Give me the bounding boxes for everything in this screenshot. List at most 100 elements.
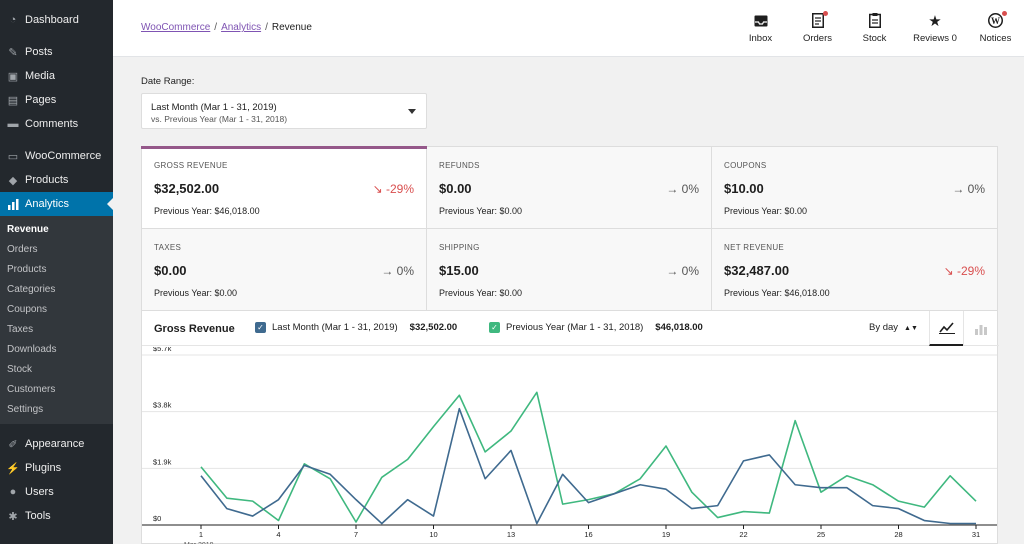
interval-select[interactable]: By day ▲▼	[869, 322, 918, 333]
summary-delta: → 0%	[666, 182, 699, 196]
submenu-coupons[interactable]: Coupons	[7, 304, 48, 315]
sidebar-item-plugins[interactable]: ⚡ Plugins	[0, 456, 113, 480]
summary-previous: Previous Year: $46,018.00	[154, 206, 260, 216]
breadcrumb-analytics-link[interactable]: Analytics	[221, 22, 262, 33]
summary-taxes[interactable]: TAXES $0.00 → 0% Previous Year: $0.00	[142, 229, 427, 311]
x-tick-label: 7	[354, 530, 358, 539]
legend-label: Previous Year (Mar 1 - 31, 2018)	[506, 322, 644, 333]
activity-orders-button[interactable]: Orders	[789, 0, 846, 56]
summary-refunds[interactable]: REFUNDS $0.00 → 0% Previous Year: $0.00	[427, 147, 712, 229]
summary-value: $10.00	[724, 181, 764, 196]
breadcrumb-current: Revenue	[271, 22, 312, 33]
summary-value: $0.00	[439, 181, 472, 196]
sidebar-item-label: Media	[25, 70, 55, 82]
sidebar-item-analytics[interactable]: Analytics	[0, 192, 113, 216]
legend-amount: $46,018.00	[655, 322, 703, 333]
submenu-revenue[interactable]: Revenue	[7, 224, 49, 235]
activity-label: Stock	[862, 32, 887, 44]
summary-gross-revenue[interactable]: GROSS REVENUE $32,502.00 ↘ -29% Previous…	[141, 146, 427, 229]
sidebar-item-pages[interactable]: ▤ Pages	[0, 88, 113, 112]
sidebar-item-appearance[interactable]: ✐ Appearance	[0, 432, 113, 456]
sidebar-item-users[interactable]: ● Users	[0, 480, 113, 504]
summary-previous: Previous Year: $0.00	[154, 288, 238, 298]
sort-arrows-icon: ▲▼	[904, 325, 918, 332]
sidebar-item-products[interactable]: ◆ Products	[0, 168, 113, 192]
submenu-stock[interactable]: Stock	[7, 364, 33, 375]
x-axis-sublabel: Mar 2019	[184, 542, 214, 544]
gross-revenue-chart: $0 $1.9k $3.8k $5.7k 1 4 7 10 13 16 19 22 25 28 31 Mar …	[142, 347, 997, 544]
line-chart-icon	[939, 321, 955, 334]
x-tick-label: 22	[739, 530, 747, 539]
sidebar-item-label: Posts	[25, 46, 53, 58]
breadcrumb: WooCommerce / Analytics / Revenue	[141, 22, 312, 33]
activity-label: Inbox	[748, 32, 773, 44]
breadcrumb-woocommerce-link[interactable]: WooCommerce	[141, 22, 211, 33]
date-range-compare: vs. Previous Year (Mar 1 - 31, 2018)	[151, 114, 288, 124]
series-line-last-month	[200, 407, 976, 525]
activity-notices-button[interactable]: W Notices	[967, 0, 1024, 56]
summary-net-revenue[interactable]: NET REVENUE $32,487.00 ↘ -29% Previous Y…	[712, 229, 997, 311]
checkbox-checked-icon: ✓	[489, 322, 500, 333]
sidebar-item-comments[interactable]: ▬ Comments	[0, 112, 113, 136]
date-range-picker[interactable]: Last Month (Mar 1 - 31, 2019) vs. Previo…	[141, 93, 427, 129]
line-chart-toggle[interactable]	[929, 311, 964, 346]
sidebar-item-dashboard[interactable]: ◔ Dashboard	[0, 8, 113, 32]
wrench-icon: ✱	[8, 510, 18, 523]
submenu-taxes[interactable]: Taxes	[7, 324, 34, 335]
x-tick-label: 4	[276, 530, 280, 539]
activity-label: Orders	[802, 32, 833, 44]
media-icon: ▣	[7, 70, 19, 83]
sidebar-item-label: Appearance	[25, 438, 85, 450]
star-icon: ★	[928, 12, 942, 30]
legend-item-previous[interactable]: ✓ Previous Year (Mar 1 - 31, 2018) $46,0…	[489, 322, 703, 333]
submenu-products[interactable]: Products	[7, 264, 47, 275]
sidebar-item-label: Tools	[25, 510, 51, 522]
submenu-downloads[interactable]: Downloads	[7, 344, 57, 355]
sidebar-item-woocommerce[interactable]: ▭ WooCommerce	[0, 144, 113, 168]
unread-dot	[1002, 10, 1007, 16]
summary-coupons[interactable]: COUPONS $10.00 → 0% Previous Year: $0.00	[712, 147, 997, 229]
bar-chart-toggle[interactable]	[963, 311, 998, 346]
pin-icon: ✎	[8, 46, 18, 59]
unread-dot	[822, 10, 828, 16]
sidebar-item-label: Dashboard	[25, 14, 79, 26]
comment-icon: ▬	[7, 118, 19, 130]
sidebar-item-label: Pages	[25, 94, 57, 106]
dashboard-icon: ◔	[9, 14, 17, 26]
sidebar-item-label: WooCommerce	[25, 150, 102, 162]
summary-value: $0.00	[154, 263, 187, 278]
summary-shipping[interactable]: SHIPPING $15.00 → 0% Previous Year: $0.0…	[427, 229, 712, 311]
legend-item-current[interactable]: ✓ Last Month (Mar 1 - 31, 2019) $32,502.…	[255, 322, 457, 333]
summary-label: NET REVENUE	[724, 243, 785, 252]
submenu-categories[interactable]: Categories	[7, 284, 56, 295]
activity-stock-button[interactable]: Stock	[846, 0, 903, 56]
summary-previous: Previous Year: $0.00	[724, 206, 808, 216]
sidebar-item-tools[interactable]: ✱ Tools	[0, 504, 113, 528]
brush-icon: ✐	[8, 438, 18, 451]
summary-label: TAXES	[154, 243, 182, 252]
checkbox-checked-icon: ✓	[255, 322, 266, 333]
activity-label: Notices	[979, 32, 1012, 44]
sidebar-item-label: Users	[25, 486, 54, 498]
admin-sidebar: ◔ Dashboard ✎ Posts ▣ Media ▤ Pages ▬ Co…	[0, 0, 113, 544]
sidebar-item-label: Plugins	[25, 462, 62, 474]
summary-delta: → 0%	[952, 182, 985, 196]
interval-value: By day	[869, 322, 899, 333]
breadcrumb-separator: /	[214, 22, 218, 33]
plug-icon: ⚡	[6, 462, 20, 475]
submenu-customers[interactable]: Customers	[7, 384, 56, 395]
summary-delta: ↘ -29%	[943, 264, 985, 278]
summary-value: $15.00	[439, 263, 479, 278]
submenu-orders[interactable]: Orders	[7, 244, 38, 255]
activity-inbox-button[interactable]: Inbox	[732, 0, 789, 56]
submenu-settings[interactable]: Settings	[7, 404, 44, 415]
summary-delta: → 0%	[666, 264, 699, 278]
activity-reviews-button[interactable]: ★ Reviews 0	[903, 0, 967, 56]
x-tick-label: 13	[507, 530, 515, 539]
sidebar-item-posts[interactable]: ✎ Posts	[0, 40, 113, 64]
box-icon: ◆	[8, 174, 18, 187]
summary-previous: Previous Year: $0.00	[439, 206, 523, 216]
series-line-previous-year	[200, 391, 977, 523]
chart-title: Gross Revenue	[154, 323, 235, 335]
sidebar-item-media[interactable]: ▣ Media	[0, 64, 113, 88]
